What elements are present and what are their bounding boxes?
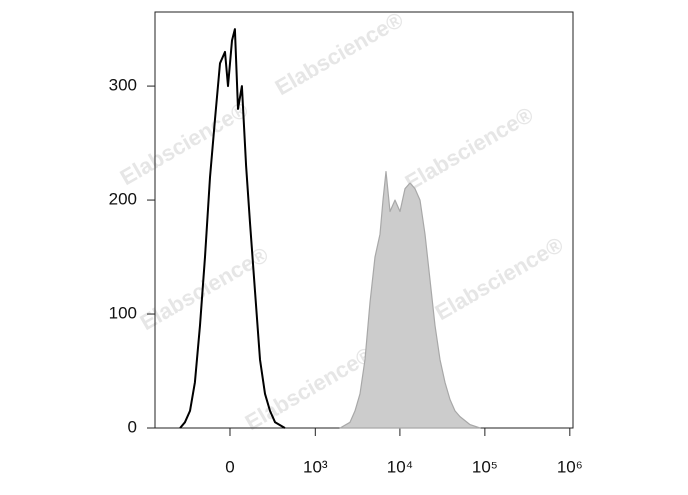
x-tick-label: 0 <box>225 457 234 476</box>
histogram-area <box>339 171 481 429</box>
y-tick-label: 100 <box>109 304 137 323</box>
watermark: Elabscience® <box>431 232 568 325</box>
histogram-line <box>179 28 286 429</box>
watermark: Elabscience® <box>401 102 538 195</box>
x-tick-label: 10³ <box>303 457 328 476</box>
watermark: Elabscience® <box>271 7 408 100</box>
x-tick-label: 10⁴ <box>387 457 413 476</box>
y-tick-label: 0 <box>128 417 137 436</box>
y-tick-label: 200 <box>109 190 137 209</box>
y-tick-label: 300 <box>109 76 137 95</box>
x-tick-label: 10⁵ <box>472 457 498 476</box>
watermark: Elabscience® <box>116 97 253 190</box>
watermark-layer: Elabscience® Elabscience® Elabscience® E… <box>116 7 568 435</box>
x-tick-label: 10⁶ <box>557 457 583 476</box>
